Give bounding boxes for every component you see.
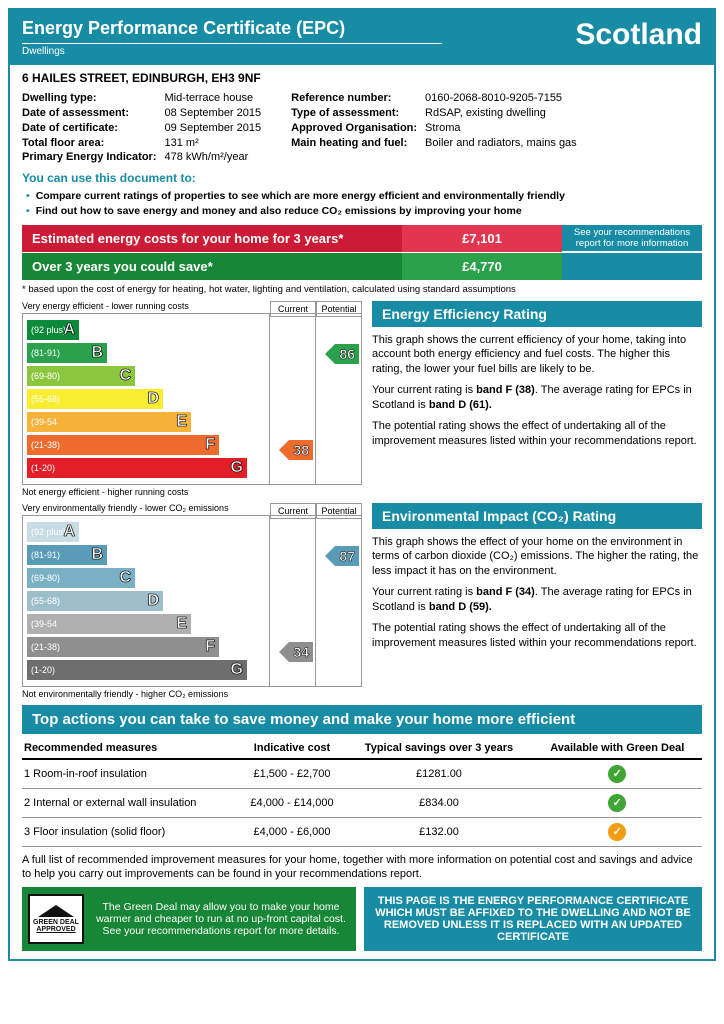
property-details: Dwelling type:Date of assessment:Date of… bbox=[22, 91, 702, 165]
ee-p2: Your current rating is band F (38). The … bbox=[372, 383, 702, 413]
cost-side-note: See your recommendations report for more… bbox=[562, 225, 702, 252]
tick-icon: ✓ bbox=[608, 823, 626, 841]
cost-value-1: £7,101 bbox=[402, 225, 562, 252]
tick-icon: ✓ bbox=[608, 765, 626, 783]
use-header: You can use this document to: bbox=[22, 171, 702, 185]
affix-notice: THIS PAGE IS THE ENERGY PERFORMANCE CERT… bbox=[364, 887, 702, 951]
ee-p1: This graph shows the current efficiency … bbox=[372, 333, 702, 378]
doc-subtitle: Dwellings bbox=[22, 43, 442, 57]
cost-side-note2 bbox=[562, 253, 702, 280]
ee-p3: The potential rating shows the effect of… bbox=[372, 419, 702, 449]
recommendations-table: Recommended measuresIndicative costTypic… bbox=[22, 738, 702, 847]
cost-note: * based upon the cost of energy for heat… bbox=[22, 284, 702, 295]
cost-label-1: Estimated energy costs for your home for… bbox=[22, 225, 402, 252]
region: Scotland bbox=[575, 18, 702, 52]
cost-value-2: £4,770 bbox=[402, 253, 562, 280]
green-deal-box: GREEN DEAL APPROVED The Green Deal may a… bbox=[22, 887, 356, 951]
actions-para: A full list of recommended improvement m… bbox=[22, 853, 702, 882]
ee-header: Energy Efficiency Rating bbox=[372, 301, 702, 327]
doc-title: Energy Performance Certificate (EPC) bbox=[22, 18, 442, 39]
cost-label-2: Over 3 years you could save* bbox=[22, 253, 402, 280]
ei-chart: Very environmentally friendly - lower CO… bbox=[22, 503, 362, 699]
actions-header: Top actions you can take to save money a… bbox=[22, 705, 702, 734]
tick-icon: ✓ bbox=[608, 794, 626, 812]
ei-p2: Your current rating is band F (34). The … bbox=[372, 585, 702, 615]
address: 6 HAILES STREET, EDINBURGH, EH3 9NF bbox=[22, 71, 702, 85]
ei-header: Environmental Impact (CO₂) Rating bbox=[372, 503, 702, 529]
ei-p1: This graph shows the effect of your home… bbox=[372, 535, 702, 580]
green-deal-text: The Green Deal may allow you to make you… bbox=[92, 901, 350, 937]
header: Energy Performance Certificate (EPC) Dwe… bbox=[10, 10, 714, 65]
use-bullets: Compare current ratings of properties to… bbox=[26, 189, 702, 218]
ei-p3: The potential rating shows the effect of… bbox=[372, 621, 702, 651]
ee-chart: Very energy efficient - lower running co… bbox=[22, 301, 362, 497]
cost-block: Estimated energy costs for your home for… bbox=[22, 225, 702, 280]
green-deal-logo-icon: GREEN DEAL APPROVED bbox=[28, 894, 84, 944]
